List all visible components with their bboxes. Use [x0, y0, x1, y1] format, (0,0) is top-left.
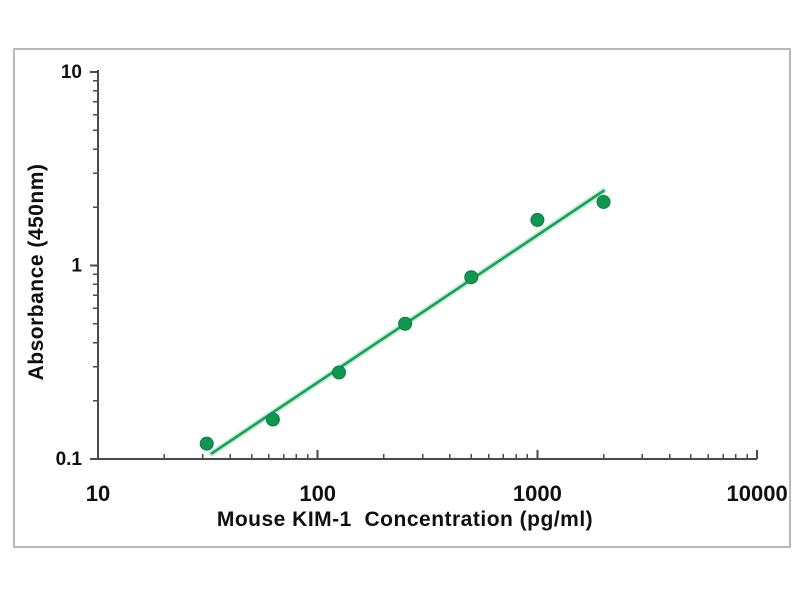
y-tick-label: 10 [61, 62, 82, 83]
x-tick-label: 10000 [727, 481, 788, 506]
data-point [398, 316, 413, 331]
data-point [464, 270, 479, 285]
data-point [199, 436, 214, 451]
x-tick-label: 10 [86, 481, 110, 506]
figure-border [13, 48, 791, 548]
data-point [596, 194, 611, 209]
y-tick-label: 0.1 [56, 449, 83, 470]
x-axis-title: Mouse KIM-1 Concentration (pg/ml) [216, 508, 594, 531]
y-axis-title: Absorbance (450nm) [25, 163, 48, 381]
data-point [265, 412, 280, 427]
x-tick-label: 100 [299, 481, 336, 506]
x-tick-label: 1000 [513, 481, 562, 506]
data-point [530, 212, 545, 227]
data-point [331, 365, 346, 380]
y-tick-label: 1 [71, 256, 82, 277]
